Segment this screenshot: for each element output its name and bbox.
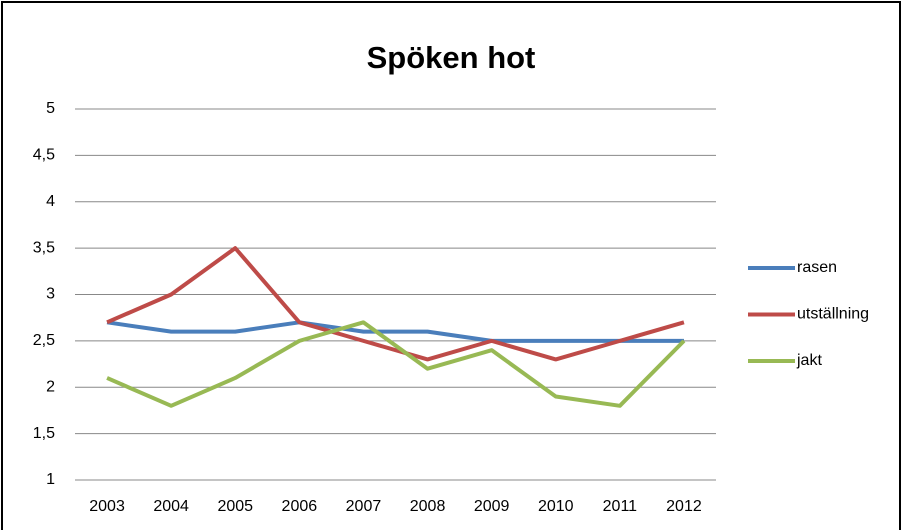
x-tick-label: 2004 [153,498,189,515]
x-tick-label: 2012 [666,498,702,515]
y-tick-label: 1 [46,471,55,488]
legend-label: utställning [797,306,869,323]
y-tick-label: 4,5 [33,147,55,164]
series-line [106,320,684,343]
y-tick-label: 3 [46,286,55,303]
x-tick-label: 2005 [217,498,253,515]
x-tick-label: 2006 [282,498,318,515]
y-tick-label: 2,5 [33,332,55,349]
legend-label: jakt [796,352,822,369]
series-line [106,320,686,408]
x-tick-label: 2009 [474,498,510,515]
y-tick-label: 2 [46,378,55,395]
y-tick-label: 3,5 [33,239,55,256]
x-tick-label: 2007 [346,498,382,515]
chart-title: Spöken hot [367,40,536,75]
series-line [106,246,685,362]
y-tick-label: 1,5 [33,425,55,442]
legend-label: rasen [797,259,837,276]
x-tick-label: 2003 [89,498,125,515]
y-tick-label: 5 [46,100,55,117]
x-tick-label: 2011 [603,498,638,515]
y-tick-label: 4 [46,193,55,210]
x-tick-label: 2010 [538,498,574,515]
x-tick-label: 2008 [410,498,446,515]
